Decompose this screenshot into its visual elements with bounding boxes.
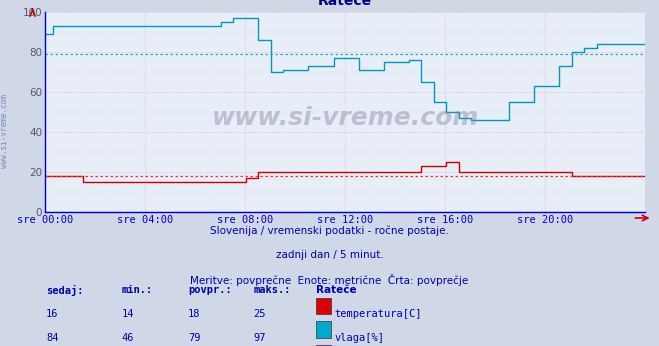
Text: www.si-vreme.com: www.si-vreme.com	[212, 106, 478, 130]
Text: temperatura[C]: temperatura[C]	[335, 309, 422, 319]
Text: www.si-vreme.com: www.si-vreme.com	[0, 94, 9, 169]
Text: maks.:: maks.:	[254, 285, 291, 295]
Text: 46: 46	[122, 333, 134, 343]
Text: min.:: min.:	[122, 285, 153, 295]
Text: vlaga[%]: vlaga[%]	[335, 333, 385, 343]
Text: sedaj:: sedaj:	[46, 285, 84, 297]
Text: 14: 14	[122, 309, 134, 319]
Text: Slovenija / vremenski podatki - ročne postaje.: Slovenija / vremenski podatki - ročne po…	[210, 226, 449, 236]
Text: zadnji dan / 5 minut.: zadnji dan / 5 minut.	[275, 250, 384, 260]
Text: 25: 25	[254, 309, 266, 319]
Text: Rateče: Rateče	[316, 285, 357, 295]
Text: 97: 97	[254, 333, 266, 343]
Text: 18: 18	[188, 309, 200, 319]
Text: 84: 84	[46, 333, 59, 343]
Text: povpr.:: povpr.:	[188, 285, 231, 295]
Title: Rateče: Rateče	[318, 0, 372, 8]
Text: 16: 16	[46, 309, 59, 319]
Text: 79: 79	[188, 333, 200, 343]
Text: Meritve: povprečne  Enote: metrične  Črta: povprečje: Meritve: povprečne Enote: metrične Črta:…	[190, 274, 469, 286]
